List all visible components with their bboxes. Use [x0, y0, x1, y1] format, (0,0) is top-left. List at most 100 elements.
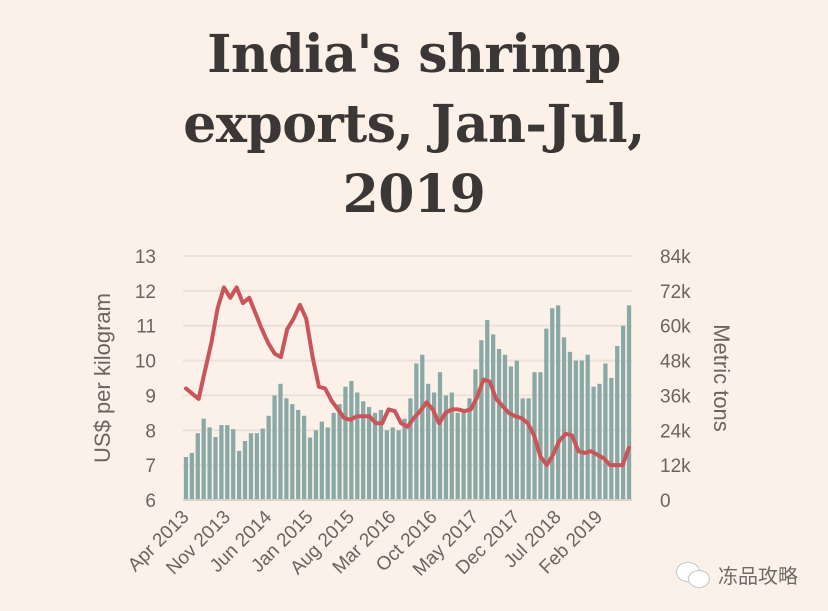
price-line — [184, 285, 631, 468]
left-axis-title: US$ per kilogram — [90, 293, 115, 463]
volume-bar — [573, 360, 579, 500]
right-tick-label: 0 — [660, 491, 671, 512]
volume-bar — [579, 360, 584, 500]
volume-bar — [207, 427, 212, 500]
volume-bar — [195, 433, 200, 500]
left-tick-label: 8 — [145, 421, 156, 442]
right-tick-label: 24k — [660, 421, 691, 442]
right-tick-label: 48k — [660, 352, 691, 373]
volume-bar — [556, 305, 561, 500]
volume-bar — [366, 407, 372, 500]
volume-bar — [278, 383, 283, 500]
volume-bar — [544, 328, 549, 500]
left-tick-label: 9 — [145, 386, 156, 407]
volume-bar — [396, 430, 401, 500]
right-tick-label: 60k — [660, 317, 691, 338]
volume-bar — [467, 398, 472, 500]
volume-bar — [254, 433, 259, 500]
volume-bar — [567, 351, 573, 500]
right-axis-ticks: 84k 72k 60k 48k 36k 24k 12k 0 — [660, 247, 691, 512]
right-tick-label: 84k — [660, 247, 691, 268]
volume-bar — [609, 378, 614, 500]
volume-bar — [420, 354, 425, 500]
right-tick-label: 72k — [660, 282, 691, 303]
volume-bar — [225, 425, 230, 500]
volume-bar — [514, 360, 519, 500]
volume-bar — [626, 305, 632, 500]
volume-bar — [561, 337, 567, 500]
left-tick-label: 12 — [135, 282, 156, 303]
volume-bar — [538, 372, 543, 500]
volume-bar — [473, 369, 478, 500]
volume-bar — [349, 380, 354, 500]
right-tick-label: 12k — [660, 456, 691, 477]
chart-title: India's shrimp exports, Jan-Jul, 2019 — [0, 20, 828, 230]
volume-bar — [231, 429, 236, 500]
volume-bar — [272, 395, 277, 500]
volume-bar — [443, 395, 449, 500]
title-line-2: exports, Jan-Jul, — [183, 94, 645, 155]
volume-bar — [242, 441, 248, 500]
volume-bar — [550, 308, 555, 500]
volume-bar — [408, 398, 413, 500]
volume-bar — [597, 383, 602, 500]
volume-bar — [485, 319, 490, 500]
volume-bar — [414, 363, 419, 500]
volume-bar — [502, 354, 508, 500]
volume-bar — [290, 404, 295, 500]
volume-bar — [431, 392, 437, 500]
volume-bar — [603, 363, 608, 500]
volume-bar — [307, 437, 313, 500]
volume-bar — [361, 401, 366, 500]
volume-bar — [384, 430, 389, 500]
volume-bar — [426, 383, 431, 500]
volume-bar — [284, 398, 289, 500]
volume-bar — [296, 409, 301, 500]
volume-bar — [313, 430, 319, 500]
volume-bar — [520, 398, 525, 500]
volume-bar — [508, 366, 514, 500]
volume-bar — [526, 398, 531, 500]
volume-bar — [343, 386, 348, 500]
volume-bar — [219, 425, 224, 500]
watermark-text: 冻品攻略 — [718, 564, 798, 588]
wechat-icon — [676, 561, 710, 588]
left-tick-label: 7 — [145, 456, 156, 477]
volume-bars — [183, 305, 632, 500]
volume-bar — [585, 354, 590, 500]
left-tick-label: 6 — [145, 491, 156, 512]
volume-bar — [615, 346, 620, 500]
watermark: 冻品攻略 — [676, 560, 798, 589]
volume-bar — [455, 412, 460, 500]
volume-bar — [437, 372, 443, 500]
volume-bar — [260, 428, 265, 500]
volume-bar — [331, 412, 336, 500]
right-tick-label: 36k — [660, 386, 691, 407]
volume-bar — [201, 418, 206, 500]
volume-bar — [355, 392, 360, 500]
volume-bar — [378, 409, 384, 500]
volume-bar — [325, 427, 330, 500]
left-tick-label: 13 — [135, 247, 156, 268]
volume-bar — [621, 325, 626, 500]
volume-bar — [213, 436, 218, 500]
volume-bar — [248, 433, 254, 500]
left-axis-ticks: 13 12 11 10 9 8 7 6 — [135, 247, 156, 512]
volume-bar — [319, 421, 324, 500]
volume-bar — [461, 409, 466, 500]
volume-bar — [390, 427, 395, 500]
left-tick-label: 11 — [136, 317, 156, 338]
volume-bar — [372, 412, 378, 500]
volume-bar — [337, 404, 342, 500]
volume-bar — [449, 392, 454, 500]
volume-bar — [236, 450, 242, 500]
volume-bar — [301, 415, 307, 500]
volume-bar — [496, 348, 502, 500]
volume-bar — [266, 415, 271, 500]
volume-bar — [591, 386, 596, 500]
title-line-1: India's shrimp — [207, 24, 621, 85]
title-line-3: 2019 — [342, 164, 486, 225]
right-axis-title: Metric tons — [709, 324, 734, 432]
